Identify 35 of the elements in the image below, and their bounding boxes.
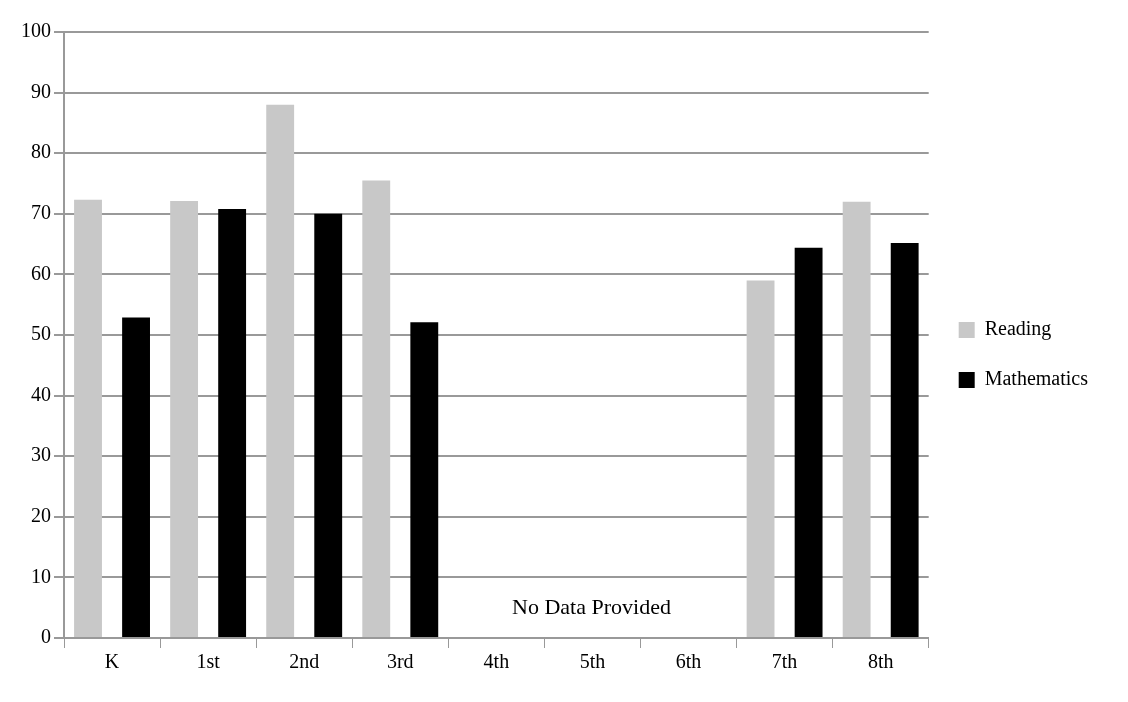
y-tick-label: 0 (41, 625, 51, 648)
legend-label: Reading (984, 317, 1052, 341)
y-tick-label: 60 (31, 261, 51, 284)
x-tick-label: 4th (483, 650, 510, 673)
bar (410, 322, 439, 637)
y-tick-label: 70 (31, 201, 51, 224)
x-tick-label: 6th (675, 650, 702, 673)
x-tick-label: 8th (867, 650, 894, 673)
bar (842, 201, 871, 637)
y-tick-label: 20 (31, 504, 51, 527)
y-tick-label: 10 (31, 564, 51, 587)
bar (74, 199, 102, 637)
annotation: No Data Provided (512, 593, 671, 619)
bar (218, 208, 247, 637)
x-tick-label: 2nd (289, 650, 320, 673)
x-tick-label: 1st (196, 650, 221, 673)
x-tick-label: 3rd (386, 650, 414, 673)
bar (890, 242, 919, 637)
y-tick-label: 90 (31, 79, 51, 102)
bar (170, 201, 199, 637)
y-tick-label: 80 (31, 140, 51, 163)
x-tick-label: 5th (579, 650, 606, 673)
bar (362, 180, 391, 637)
y-tick-label: 50 (31, 322, 51, 345)
bar (122, 317, 150, 637)
bar (266, 104, 295, 637)
y-tick-label: 40 (31, 382, 51, 405)
y-tick-label: 100 (21, 19, 51, 42)
bar (746, 280, 775, 637)
legend-label: Mathematics (984, 367, 1089, 390)
bar (314, 213, 343, 637)
y-tick-label: 30 (31, 443, 51, 466)
x-tick-label: K (104, 650, 120, 673)
x-tick-label: 7th (771, 650, 798, 673)
bar (794, 247, 823, 637)
